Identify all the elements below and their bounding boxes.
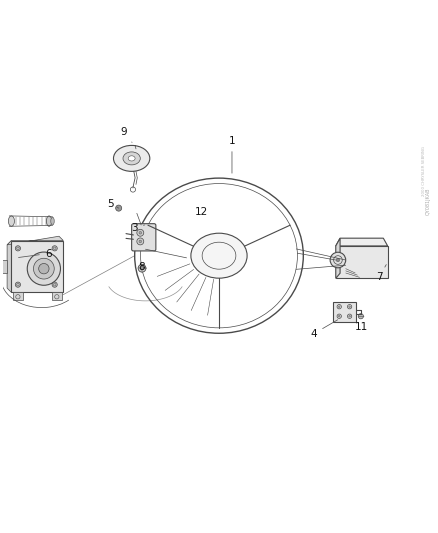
Polygon shape: [336, 238, 388, 246]
Text: 4: 4: [311, 320, 338, 338]
Circle shape: [338, 316, 340, 317]
Polygon shape: [332, 302, 356, 322]
Polygon shape: [336, 238, 340, 278]
Circle shape: [33, 259, 54, 279]
Ellipse shape: [123, 152, 140, 165]
Circle shape: [139, 231, 141, 234]
Circle shape: [349, 316, 350, 317]
Circle shape: [338, 306, 340, 308]
Polygon shape: [7, 240, 11, 293]
Circle shape: [116, 205, 122, 211]
Text: 12: 12: [195, 207, 208, 217]
Circle shape: [15, 246, 21, 251]
Polygon shape: [336, 246, 388, 278]
Circle shape: [15, 282, 21, 287]
Ellipse shape: [128, 156, 135, 161]
Circle shape: [336, 259, 339, 262]
Text: 11: 11: [355, 316, 368, 332]
Ellipse shape: [113, 146, 150, 172]
Text: 5: 5: [108, 199, 119, 209]
Text: 8: 8: [138, 262, 146, 271]
Ellipse shape: [46, 216, 52, 227]
Text: 9: 9: [120, 127, 132, 142]
Circle shape: [138, 264, 146, 272]
Polygon shape: [52, 293, 62, 300]
Circle shape: [137, 238, 144, 245]
Polygon shape: [7, 236, 64, 245]
Circle shape: [349, 306, 350, 308]
Circle shape: [27, 252, 60, 285]
Polygon shape: [13, 293, 23, 300]
Ellipse shape: [191, 233, 247, 278]
Circle shape: [139, 240, 141, 243]
FancyBboxPatch shape: [132, 224, 156, 251]
Circle shape: [52, 282, 57, 287]
Ellipse shape: [51, 217, 54, 225]
Circle shape: [358, 313, 364, 319]
Text: QY081JKAB: QY081JKAB: [426, 188, 431, 215]
Text: 2000 CHRYSLER SEBRING: 2000 CHRYSLER SEBRING: [421, 147, 426, 196]
Text: 7: 7: [376, 264, 386, 282]
Polygon shape: [11, 240, 64, 293]
Circle shape: [330, 252, 346, 268]
Circle shape: [39, 263, 49, 274]
Ellipse shape: [8, 216, 14, 227]
Circle shape: [137, 229, 144, 236]
Text: 1: 1: [229, 136, 235, 173]
Circle shape: [52, 246, 57, 251]
Text: 3: 3: [131, 223, 145, 232]
Polygon shape: [0, 260, 7, 273]
Text: 6: 6: [18, 248, 52, 259]
